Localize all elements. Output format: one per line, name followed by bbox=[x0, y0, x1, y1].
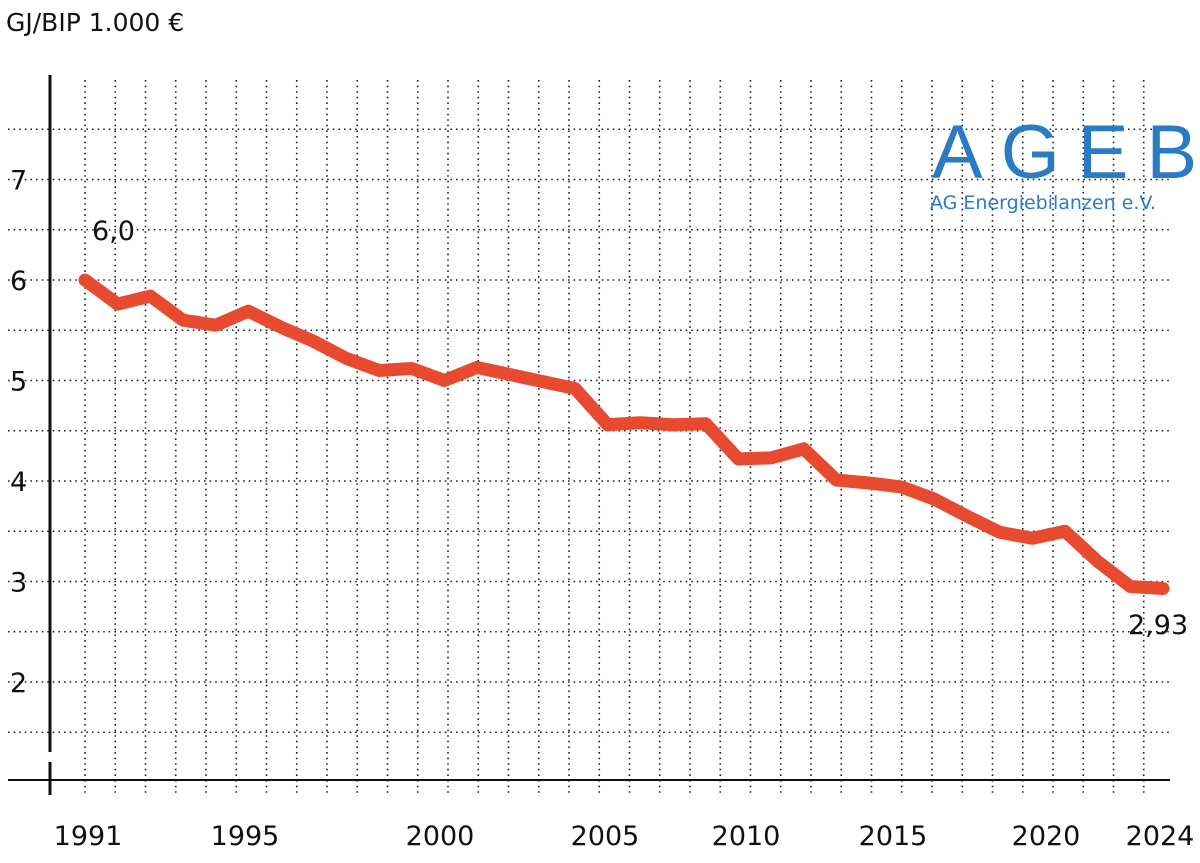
logo-title: AGEB bbox=[932, 110, 1200, 195]
annotation-first-value: 6,0 bbox=[92, 216, 135, 247]
grid bbox=[8, 80, 1170, 795]
y-axis-label: GJ/BIP 1.000 € bbox=[6, 8, 184, 37]
series-line bbox=[78, 273, 1170, 596]
x-tick-label: 2015 bbox=[859, 821, 928, 852]
x-tick-label: 2024 bbox=[1126, 821, 1195, 852]
y-tick-label: 3 bbox=[10, 568, 27, 599]
data-points bbox=[84, 279, 1164, 589]
y-tick-label: 7 bbox=[10, 166, 27, 197]
logo-subtitle: AG Energiebilanzen e.V. bbox=[930, 192, 1156, 214]
x-tick-label: 1995 bbox=[211, 821, 280, 852]
x-tick-label: 2005 bbox=[571, 821, 640, 852]
x-tick-label: 2000 bbox=[406, 821, 475, 852]
y-tick-label: 4 bbox=[10, 467, 27, 498]
axes bbox=[8, 75, 1170, 795]
x-tick-label: 1991 bbox=[54, 821, 123, 852]
y-tick-label: 5 bbox=[10, 367, 27, 398]
y-tick-label: 6 bbox=[10, 266, 27, 297]
x-tick-label: 2020 bbox=[1012, 821, 1081, 852]
x-tick-labels: 1991 1995 2000 2005 2010 2015 2020 2024 bbox=[54, 821, 1195, 852]
x-tick-label: 2010 bbox=[712, 821, 781, 852]
annotation-last-value: 2,93 bbox=[1128, 610, 1188, 641]
y-tick-labels: 2 3 4 5 6 7 bbox=[10, 166, 27, 700]
logo: AGEB AG Energiebilanzen e.V. bbox=[930, 110, 1200, 214]
y-tick-label: 2 bbox=[10, 668, 27, 699]
